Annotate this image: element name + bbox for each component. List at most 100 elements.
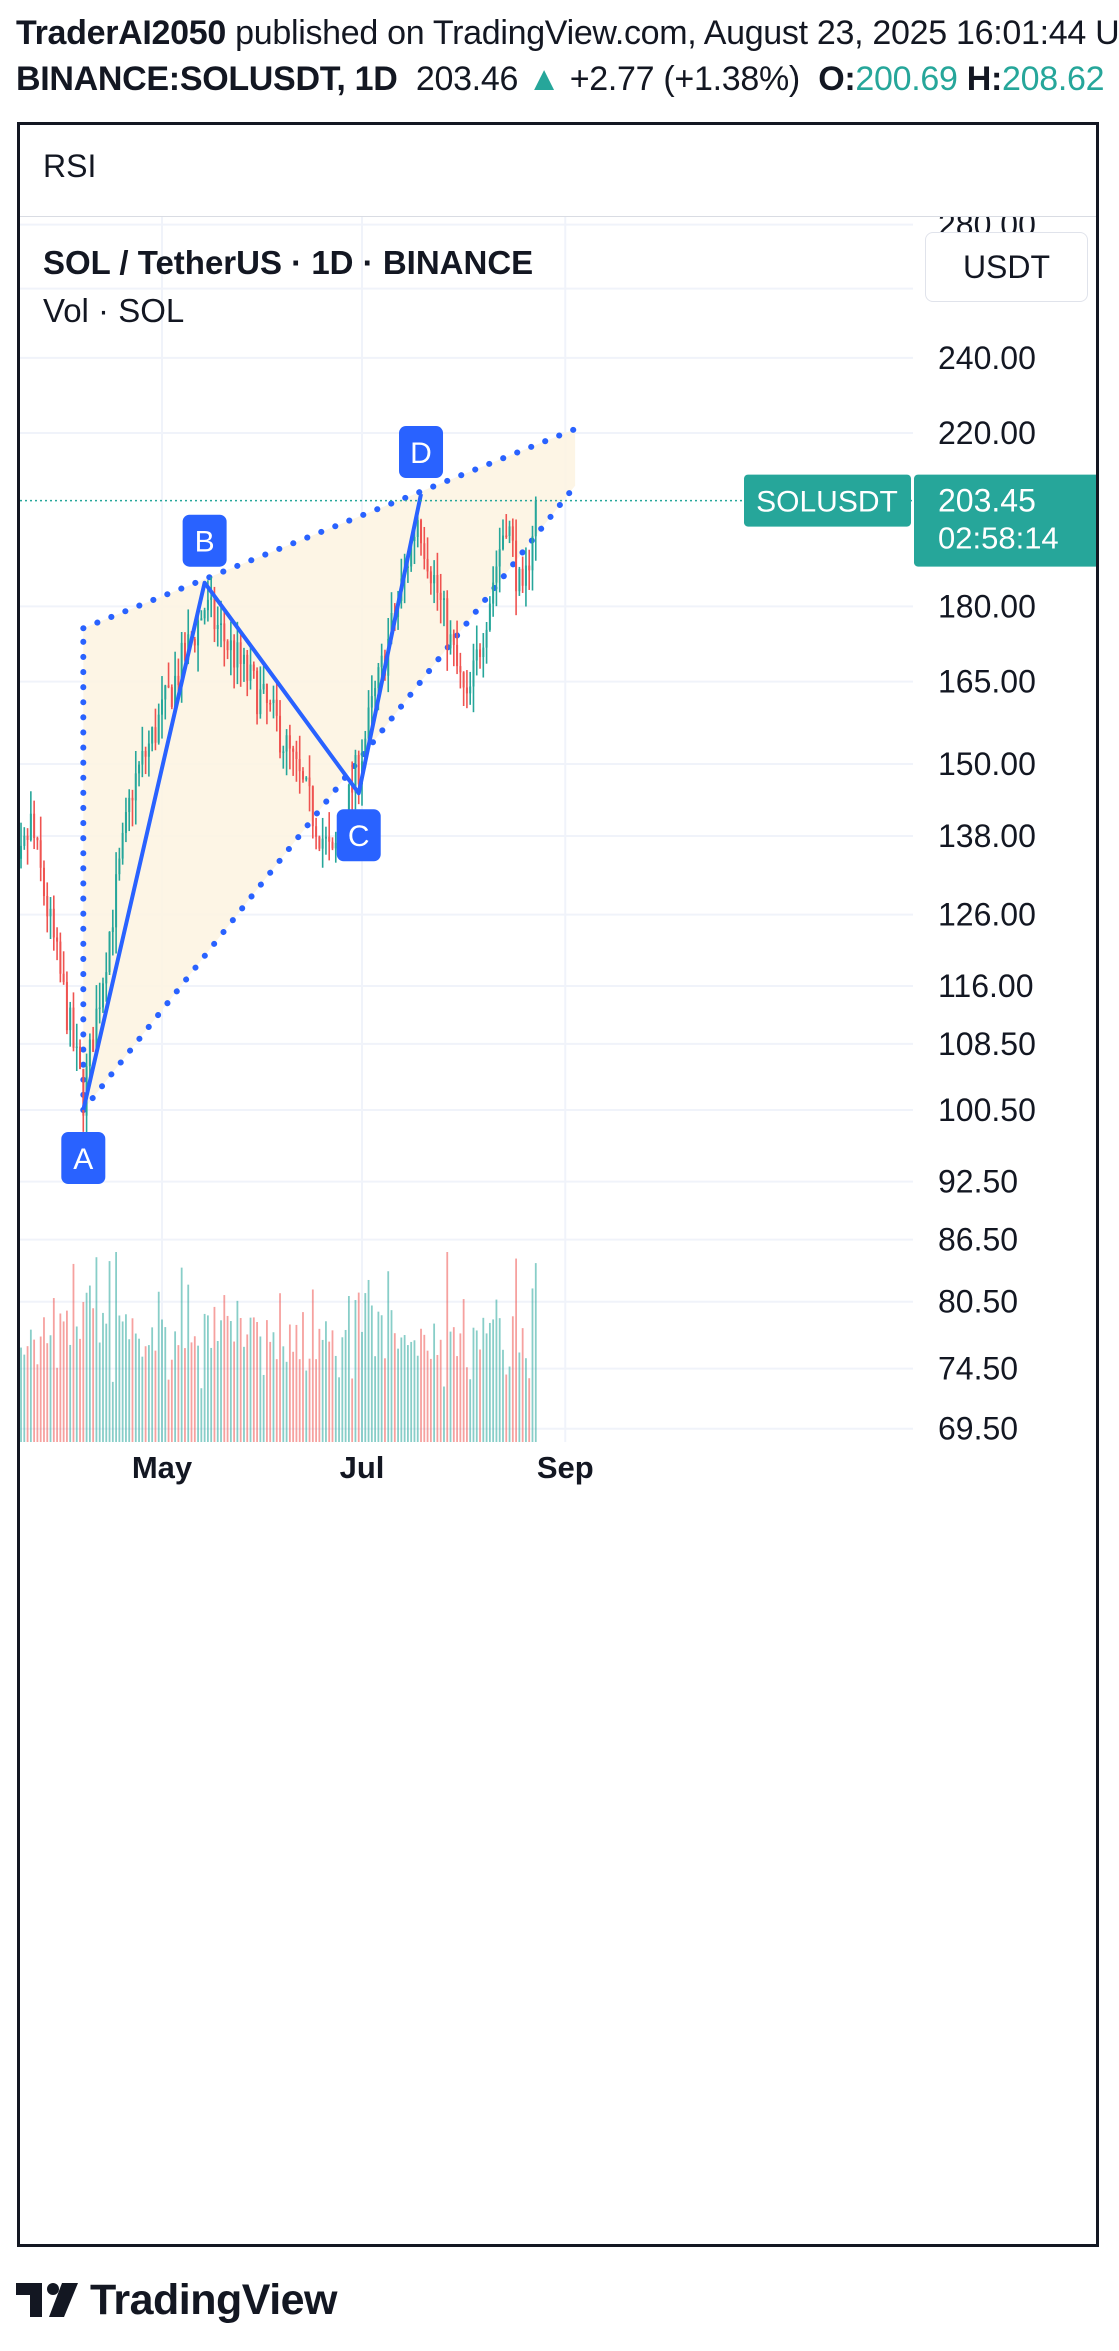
volume-bar: [534, 1263, 537, 1442]
volume-bar: [295, 1324, 298, 1442]
legend-title[interactable]: SOL / TetherUS · 1D · BINANCE: [43, 244, 534, 281]
volume-bar: [161, 1319, 163, 1442]
volume-bar: [462, 1299, 465, 1442]
candle-body: [134, 773, 137, 801]
candle-body: [65, 981, 68, 1031]
author-name[interactable]: TraderAI2050: [16, 14, 226, 52]
footer-brand: TradingView: [16, 2270, 338, 2330]
candle-body: [334, 842, 337, 849]
candle-body: [377, 667, 380, 689]
volume-bar: [443, 1386, 445, 1442]
candle-body: [128, 797, 131, 813]
candle-body: [42, 867, 45, 897]
volume-bar: [436, 1354, 439, 1442]
candle-body: [511, 526, 514, 541]
candle-body: [413, 536, 416, 542]
volume-bar: [531, 1288, 534, 1442]
indicator-label[interactable]: RSI: [43, 148, 97, 184]
pattern-label-bg[interactable]: [61, 1132, 106, 1184]
pattern-label-a[interactable]: A: [73, 1143, 93, 1176]
price-axis[interactable]: 280.00260.00240.00220.00180.00165.00150.…: [938, 217, 1036, 1447]
candle-body: [390, 613, 393, 639]
volume-bar: [226, 1315, 229, 1442]
volume-bar: [108, 1261, 111, 1442]
legend-volume[interactable]: Vol · SOL: [43, 292, 185, 329]
volume-bar: [220, 1320, 222, 1442]
volume-bar: [52, 1298, 55, 1442]
volume-bar: [410, 1341, 413, 1442]
candle-body: [242, 654, 245, 664]
volume-bar: [203, 1313, 206, 1442]
volume-bars: [20, 1252, 537, 1442]
volume-bar: [511, 1316, 514, 1442]
candle-body: [180, 642, 183, 686]
candle-body: [436, 574, 439, 593]
pattern-label-bg[interactable]: [182, 514, 227, 567]
volume-bar: [20, 1347, 22, 1442]
volume-bar: [298, 1359, 301, 1442]
volume-bar: [177, 1345, 180, 1442]
channel-fill: [83, 429, 576, 1110]
volume-bar: [390, 1310, 393, 1442]
pattern-label-c[interactable]: C: [348, 820, 370, 853]
volume-bar: [210, 1347, 213, 1442]
volume-bar: [456, 1356, 458, 1442]
volume-bar: [262, 1374, 265, 1442]
volume-bar: [374, 1356, 377, 1442]
chart-header: TraderAI2050 published on TradingView.co…: [16, 10, 1119, 105]
candle-body: [62, 973, 65, 982]
volume-bar: [266, 1320, 268, 1442]
candle-body: [203, 610, 206, 619]
brand-name: TradingView: [90, 2275, 338, 2324]
currency-button[interactable]: USDT: [925, 232, 1088, 302]
volume-bar: [180, 1267, 183, 1442]
candle-body: [531, 536, 534, 571]
candle-body: [479, 649, 482, 658]
volume-bar: [26, 1346, 29, 1442]
candle-body: [213, 597, 216, 630]
candle-body: [108, 931, 111, 973]
volume-bar: [334, 1355, 337, 1442]
bar-countdown: 02:58:14: [938, 521, 1059, 556]
volume-bar: [82, 1301, 85, 1442]
volume-bar: [518, 1352, 521, 1442]
pattern-label-bg[interactable]: [399, 426, 444, 479]
candle-body: [170, 687, 173, 707]
candle-body: [423, 543, 426, 559]
volume-bar: [351, 1378, 354, 1442]
volume-bar: [407, 1345, 409, 1442]
volume-bar: [423, 1334, 426, 1442]
volume-bar: [305, 1370, 308, 1442]
candle-body: [406, 566, 409, 568]
volume-bar: [413, 1340, 416, 1442]
candle-body: [351, 784, 354, 793]
channel-upper-line[interactable]: [80, 426, 579, 632]
candle-body: [82, 1068, 85, 1116]
volume-bar: [66, 1310, 68, 1442]
volume-bar: [69, 1344, 72, 1442]
candle-body: [501, 535, 504, 550]
abcd-pattern[interactable]: A B C D: [61, 426, 444, 1184]
price-chart[interactable]: A B C D 280.00260.00240.00220.00180.00165.0…: [20, 217, 1096, 2244]
candle-body: [56, 937, 59, 942]
time-axis[interactable]: May Jul Sep: [132, 1450, 594, 1485]
publish-line: TraderAI2050 published on TradingView.co…: [16, 10, 1119, 56]
volume-bar: [488, 1322, 491, 1442]
candle-body: [279, 715, 282, 753]
volume-bar: [138, 1338, 140, 1442]
candle-body: [521, 568, 524, 586]
candle-body: [311, 786, 314, 827]
pane-divider[interactable]: [20, 216, 1096, 217]
volume-bar: [528, 1378, 531, 1442]
symbol-tag: SOLUSDT: [756, 486, 898, 519]
volume-bar: [121, 1321, 124, 1442]
pattern-label-b[interactable]: B: [195, 526, 215, 559]
publish-info: published on TradingView.com, August 23,…: [225, 14, 1119, 52]
pattern-label-d[interactable]: D: [410, 437, 432, 470]
abcd-pattern-line[interactable]: [81, 493, 423, 1111]
volume-bar: [403, 1335, 406, 1442]
pattern-label-bg[interactable]: [336, 809, 381, 862]
candle-body: [105, 972, 108, 984]
volume-bar: [111, 1381, 114, 1442]
volume-bar: [29, 1329, 32, 1442]
